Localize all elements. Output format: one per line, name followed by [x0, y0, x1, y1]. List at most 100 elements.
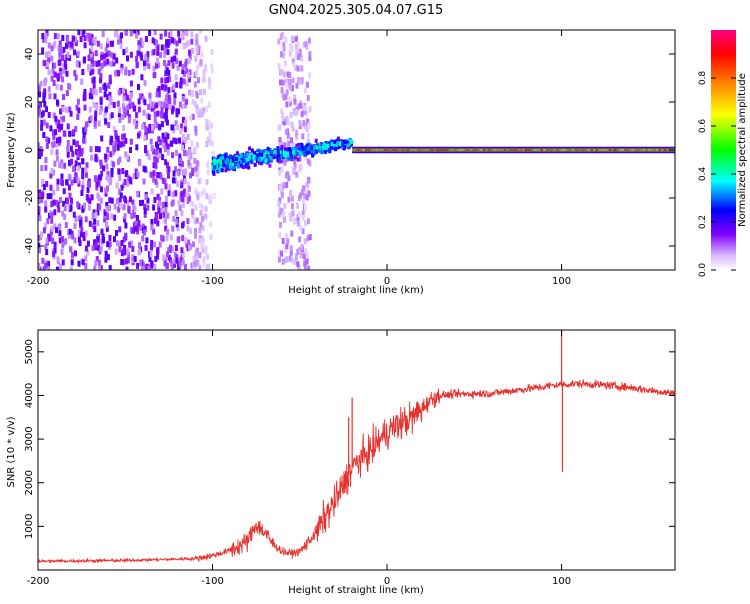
noise-cell — [152, 162, 156, 169]
noise-cell — [184, 119, 188, 126]
noise-cell — [83, 104, 87, 111]
noise-cell — [71, 251, 74, 258]
noise-cell — [66, 140, 70, 146]
noise-cell — [124, 232, 128, 239]
noise-cell — [84, 171, 88, 178]
noise-cell — [50, 55, 54, 62]
signal-cell — [218, 167, 222, 172]
noise-cell — [38, 215, 42, 222]
noise-cell — [156, 247, 160, 254]
noise-cell — [44, 32, 48, 39]
noise-cell — [191, 208, 195, 215]
noise-cell — [166, 228, 170, 235]
main-line-segment — [483, 149, 486, 151]
noise-cell — [149, 171, 153, 178]
noise-cell — [103, 209, 107, 216]
noise-band-cell — [304, 41, 308, 48]
noise-cell — [46, 61, 50, 68]
noise-cell — [40, 120, 44, 126]
main-line-segment — [634, 149, 638, 151]
signal-cell — [300, 142, 304, 147]
noise-cell — [66, 151, 70, 158]
main-line-segment — [574, 149, 578, 151]
noise-cell — [165, 39, 169, 46]
noise-cell — [181, 64, 185, 70]
noise-cell — [45, 122, 49, 129]
noise-cell — [96, 40, 100, 47]
noise-cell — [108, 91, 112, 98]
main-line-segment — [593, 149, 596, 151]
noise-cell — [110, 197, 114, 204]
noise-cell — [131, 199, 135, 206]
noise-cell — [99, 77, 103, 84]
noise-band-cell — [279, 221, 282, 228]
noise-cell — [88, 106, 92, 113]
noise-cell — [167, 190, 171, 197]
signal-cell — [282, 153, 286, 158]
noise-cell — [80, 231, 83, 237]
noise-cell — [140, 54, 144, 61]
noise-cell — [194, 188, 198, 195]
noise-cell — [153, 30, 157, 35]
noise-band-cell — [295, 82, 299, 89]
main-line-segment — [477, 149, 481, 151]
y-tick-label: 0 — [24, 147, 35, 153]
main-line-segment — [616, 149, 619, 151]
noise-cell — [148, 99, 152, 106]
main-line-segment — [360, 149, 363, 151]
noise-cell — [144, 36, 148, 42]
noise-cell — [190, 140, 194, 147]
noise-band-cell — [285, 128, 289, 135]
noise-cell — [204, 35, 208, 42]
noise-cell — [200, 204, 204, 211]
noise-cell — [89, 53, 93, 60]
noise-cell — [197, 45, 201, 52]
signal-cell — [317, 148, 321, 153]
noise-cell — [178, 137, 181, 144]
main-line-segment — [480, 149, 483, 151]
noise-cell — [150, 260, 154, 267]
noise-cell — [166, 49, 170, 56]
noise-band-cell — [302, 120, 306, 127]
noise-band-cell — [282, 71, 286, 78]
noise-cell — [56, 155, 59, 162]
noise-cell — [199, 59, 203, 66]
noise-cell — [107, 122, 111, 128]
noise-band-cell — [300, 244, 304, 251]
noise-cell — [158, 241, 162, 248]
colorbar-gradient — [711, 30, 736, 270]
noise-cell — [189, 163, 193, 170]
noise-cell — [168, 76, 171, 82]
main-line-segment — [613, 149, 617, 151]
noise-cell — [99, 105, 103, 112]
noise-cell — [176, 170, 180, 177]
noise-band-cell — [285, 82, 289, 89]
noise-cell — [62, 94, 66, 100]
noise-cell — [200, 51, 204, 57]
signal-cell — [248, 152, 252, 157]
noise-cell — [125, 154, 129, 161]
noise-cell — [140, 93, 144, 100]
noise-cell — [126, 180, 130, 187]
noise-cell — [172, 262, 176, 268]
main-line-segment — [590, 149, 593, 151]
noise-cell — [106, 146, 110, 153]
noise-cell — [188, 244, 191, 251]
noise-cell — [66, 123, 70, 130]
noise-band-cell — [297, 77, 301, 83]
noise-cell — [45, 51, 48, 58]
noise-cell — [68, 232, 72, 239]
main-line-segment — [543, 149, 546, 151]
noise-cell — [141, 123, 145, 130]
y-tick-label: 5000 — [24, 339, 35, 364]
signal-cell — [215, 159, 219, 164]
noise-cell — [172, 127, 176, 134]
signal-cell — [279, 156, 282, 161]
noise-cell — [52, 112, 56, 119]
noise-cell — [157, 136, 161, 143]
noise-cell — [141, 235, 145, 242]
signal-cell — [336, 136, 340, 141]
signal-cell — [330, 142, 334, 147]
